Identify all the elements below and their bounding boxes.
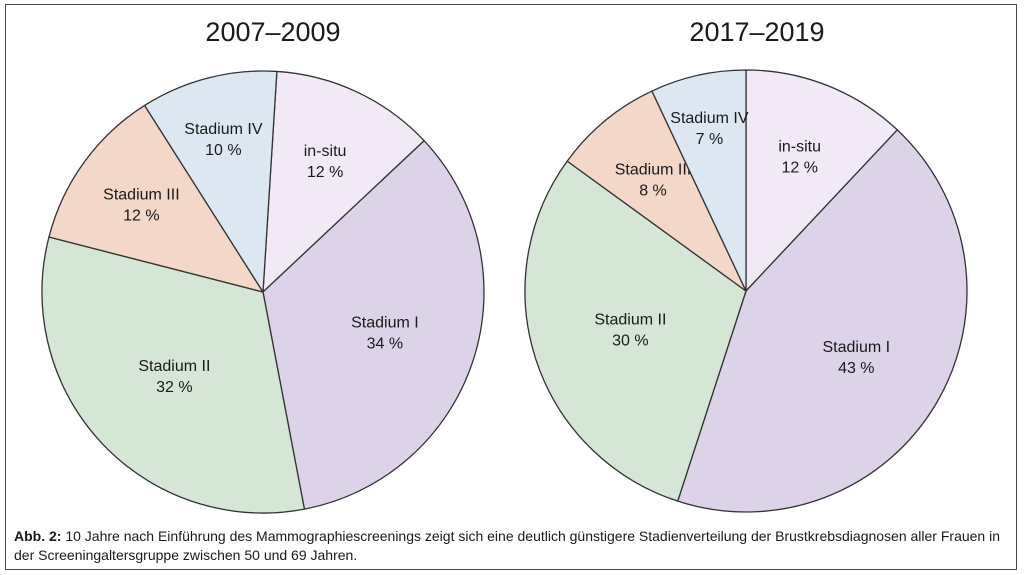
slice-name-label: Stadium II [138,358,210,375]
slice-value-label: 7 % [696,131,724,148]
slice-value-label: 8 % [639,183,667,200]
chart-title-right: 2017–2019 [689,17,824,47]
pie-slice-stadium-ii [41,236,306,514]
slice-name-label: Stadium III [103,187,179,204]
pie-chart-left: in-situ 12 % Stadium I 34 % Stadium II 32 % St… [41,70,485,514]
pie-slice-stadium-iv [143,70,278,293]
pie-slice-stadium-iv [651,69,747,292]
slice-name-label: Stadium I [823,339,891,356]
slice-value-label: 12 % [123,208,159,225]
pie-slice-in-situ [745,69,898,292]
slice-name-label: Stadium II [594,312,666,329]
pie-slice-stadium-ii [524,160,747,502]
slice-name-label: Stadium I [351,315,419,332]
chart-title-left: 2007–2009 [205,17,340,47]
slice-value-label: 12 % [781,159,817,176]
slice-name-label: in-situ [304,143,347,160]
slice-name-label: Stadium IV [184,121,263,138]
slice-value-label: 12 % [307,164,343,181]
slice-name-label: in-situ [778,138,821,155]
caption-text: 10 Jahre nach Einführung des Mammographi… [14,528,1001,563]
slice-name-label: Stadium III [615,162,691,179]
slice-value-label: 30 % [612,333,648,350]
pie-slice-in-situ [262,70,425,293]
pie-slice-stadium-i [677,129,968,513]
pie-chart-right: in-situ 12 % Stadium I 43 % Stadium II 30 % St… [524,69,968,513]
caption-prefix: Abb. 2: [14,528,62,544]
slice-value-label: 34 % [367,336,403,353]
pie-slice-stadium-i [262,140,485,510]
slice-value-label: 43 % [838,360,874,377]
slice-value-label: 10 % [205,142,241,159]
slice-value-label: 32 % [156,379,192,396]
slice-name-label: Stadium IV [670,110,749,127]
pie-slice-stadium-iii [48,104,264,293]
pie-slice-stadium-iii [566,90,747,292]
figure-caption: Abb. 2: 10 Jahre nach Einführung des Mam… [14,527,1010,565]
